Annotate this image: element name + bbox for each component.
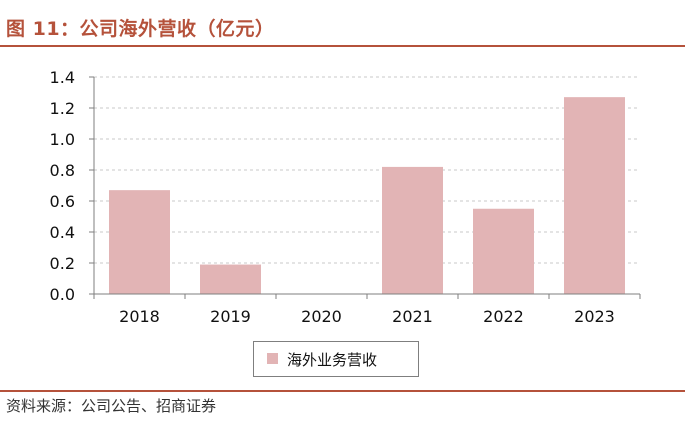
legend-swatch	[267, 353, 278, 364]
footer-divider	[0, 390, 685, 392]
bar-chart: 0.0 0.2 0.4 0.6 0.8 1.0 1.2 1.4 2018 2019 2020 202…	[50, 68, 641, 326]
bars	[109, 97, 625, 295]
y-tick-label: 0.6	[50, 192, 75, 211]
bar-2023	[564, 97, 625, 295]
x-tick-label: 2022	[483, 307, 524, 326]
axes	[89, 76, 641, 299]
y-tick-label: 1.2	[50, 99, 75, 118]
source-note: 资料来源：公司公告、招商证券	[6, 397, 217, 415]
y-tick-label: 1.4	[50, 68, 75, 87]
x-tick-label: 2019	[210, 307, 251, 326]
gridlines	[94, 76, 640, 264]
x-tick-label: 2020	[301, 307, 342, 326]
title-divider	[0, 45, 685, 47]
y-tick-label: 0.4	[50, 223, 75, 242]
legend-label: 海外业务营收	[287, 351, 378, 369]
x-tick-labels: 2018 2019 2020 2021 2022 2023	[119, 307, 615, 326]
bar-2021	[382, 166, 443, 294]
x-tick-label: 2023	[574, 307, 615, 326]
y-tick-labels: 0.0 0.2 0.4 0.6 0.8 1.0 1.2 1.4	[50, 68, 75, 304]
y-tick-label: 0.2	[50, 254, 75, 273]
y-tick-label: 0.8	[50, 161, 75, 180]
y-tick-label: 1.0	[50, 130, 75, 149]
x-tick-label: 2021	[392, 307, 433, 326]
legend: 海外业务营收	[253, 341, 419, 377]
bar-2018	[109, 190, 170, 294]
bar-2022	[473, 208, 534, 294]
bar-2019	[200, 264, 261, 294]
figure-title: 图 11：公司海外营收（亿元）	[6, 18, 275, 40]
y-tick-label: 0.0	[50, 285, 75, 304]
x-tick-label: 2018	[119, 307, 160, 326]
